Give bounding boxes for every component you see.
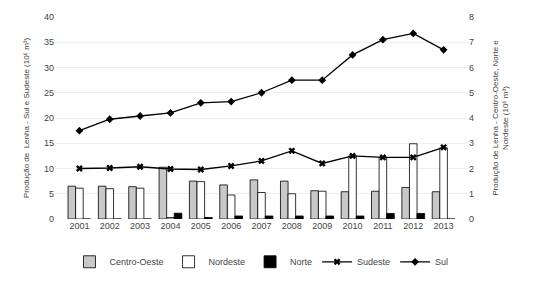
svg-text:2002: 2002 — [100, 221, 120, 231]
svg-text:10: 10 — [44, 164, 54, 174]
svg-text:2007: 2007 — [251, 221, 271, 231]
svg-text:2009: 2009 — [312, 221, 332, 231]
svg-text:2003: 2003 — [130, 221, 150, 231]
svg-text:2011: 2011 — [373, 221, 392, 231]
svg-text:2010: 2010 — [343, 221, 363, 231]
svg-text:15: 15 — [44, 138, 54, 148]
svg-text:2001: 2001 — [69, 221, 89, 231]
svg-text:2008: 2008 — [282, 221, 302, 231]
svg-text:Produção de Lenha - Sul e Sud: Produção de Lenha - Sul e Sudeste (10⁶ m… — [22, 38, 31, 199]
svg-text:0: 0 — [49, 214, 54, 224]
svg-text:Norte: Norte — [290, 257, 312, 267]
svg-text:5: 5 — [49, 189, 54, 199]
svg-text:8: 8 — [469, 12, 474, 22]
svg-text:Produção de Lenha - Centro-Oes: Produção de Lenha - Centro-Oeste, Norte … — [491, 40, 510, 196]
svg-text:2005: 2005 — [191, 221, 211, 231]
svg-text:20: 20 — [44, 113, 54, 123]
svg-text:Centro-Oeste: Centro-Oeste — [110, 257, 164, 267]
svg-text:2012: 2012 — [403, 221, 423, 231]
svg-text:1: 1 — [469, 189, 474, 199]
svg-text:5: 5 — [469, 88, 474, 98]
svg-text:2006: 2006 — [221, 221, 241, 231]
svg-text:7: 7 — [469, 37, 474, 47]
svg-text:2004: 2004 — [160, 221, 180, 231]
svg-text:2013: 2013 — [434, 221, 454, 231]
svg-text:6: 6 — [469, 63, 474, 73]
svg-text:4: 4 — [469, 113, 474, 123]
svg-text:Sul: Sul — [435, 257, 448, 267]
svg-text:3: 3 — [469, 138, 474, 148]
svg-text:40: 40 — [44, 12, 54, 22]
svg-text:30: 30 — [44, 63, 54, 73]
svg-text:25: 25 — [44, 88, 54, 98]
svg-text:35: 35 — [44, 37, 54, 47]
svg-text:0: 0 — [469, 214, 474, 224]
svg-text:Sudeste: Sudeste — [357, 257, 390, 267]
svg-text:Nordeste: Nordeste — [209, 257, 246, 267]
svg-text:2: 2 — [469, 164, 474, 174]
